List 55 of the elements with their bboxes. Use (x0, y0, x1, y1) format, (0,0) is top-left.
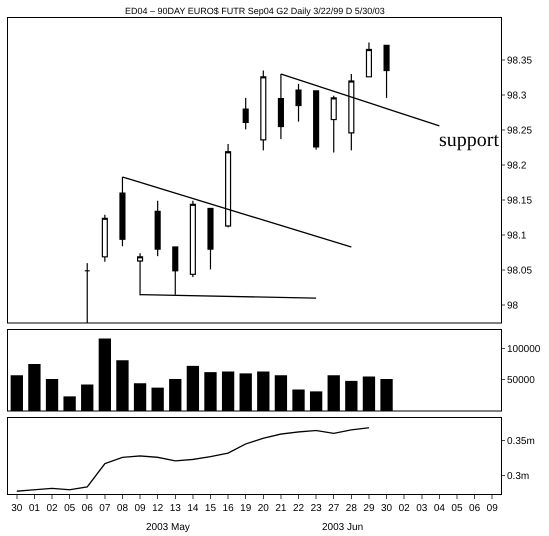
x-tick-label: 13 (170, 503, 182, 514)
x-tick-label: 01 (28, 503, 40, 514)
candlestick (242, 97, 249, 130)
x-tick-label: 02 (46, 503, 58, 514)
x-tick-label: 16 (222, 503, 234, 514)
candlestick (366, 42, 372, 78)
x-tick-label: 07 (99, 503, 111, 514)
x-tick-label: 02 (398, 503, 410, 514)
x-tick-label: 09 (486, 503, 498, 514)
x-tick-label: 30 (380, 503, 393, 514)
chart-title: ED04 – 90DAY EURO$ FUTR Sep04 G2 Daily 3/22/99 D 5/30/03 (125, 6, 385, 16)
y-tick-label: 100000 (507, 344, 541, 355)
x-tick-label: 14 (187, 503, 199, 514)
candlestick (207, 208, 214, 270)
x-tick-label: 29 (363, 503, 375, 514)
x-tick-label: 03 (416, 503, 428, 514)
x-tick-label: 19 (240, 503, 252, 514)
candlestick (102, 214, 108, 262)
x-tick-label: 23 (310, 503, 322, 514)
candlestick (260, 70, 266, 151)
annotation: support (439, 129, 500, 151)
y-tick-label: 98.25 (507, 126, 532, 137)
x-tick-label: 08 (116, 503, 128, 514)
y-tick-label: 98.05 (507, 266, 532, 277)
candlestick (295, 83, 302, 122)
text: 2003 Jun (322, 522, 364, 533)
y-tick-label: 98.2 (507, 160, 527, 172)
x-tick-label: 09 (134, 503, 146, 514)
x-tick-label: 05 (451, 503, 463, 514)
text: 2003 May (146, 522, 190, 533)
x-tick-label: 06 (469, 503, 481, 514)
candlestick (383, 44, 390, 98)
x-tick-label: 15 (204, 503, 216, 514)
y-tick-label: 0.3m (507, 471, 530, 482)
x-tick-label: 21 (275, 503, 287, 514)
y-tick-label: 98.15 (507, 196, 532, 207)
line-series (16, 427, 370, 492)
candlestick (313, 90, 320, 150)
y-tick-label: 98.1 (507, 230, 527, 242)
y-tick-label: 98.35 (507, 56, 532, 67)
y-tick-label: 0.35m (507, 436, 535, 447)
candlestick (330, 95, 337, 154)
x-tick-label: 04 (434, 503, 446, 514)
x-tick-label: 05 (64, 503, 76, 514)
x-tick-label: 30 (11, 503, 23, 514)
x-tick-label: 27 (328, 503, 340, 514)
x-tick-label: 12 (152, 503, 164, 514)
x-tick-label: 06 (82, 503, 94, 514)
x-tick-label: 28 (346, 503, 358, 514)
y-tick-label: 98 (507, 300, 519, 312)
y-tick-label: 98.3 (507, 90, 527, 102)
x-tick-label: 20 (258, 503, 270, 514)
candlestick (154, 200, 161, 257)
y-tick-label: 50000 (507, 375, 536, 386)
x-tick-label: 22 (292, 503, 305, 514)
